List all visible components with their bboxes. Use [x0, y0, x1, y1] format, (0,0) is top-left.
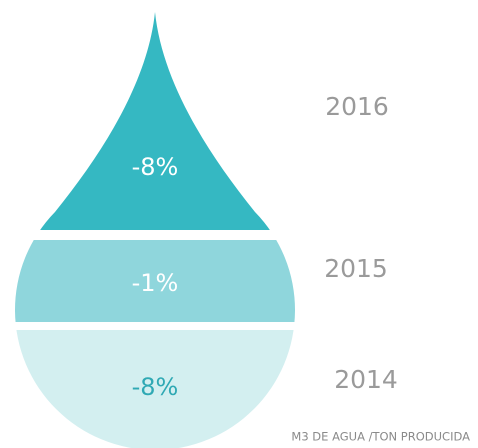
percent-label: -8%	[132, 373, 179, 401]
percent-label: -8%	[132, 153, 179, 181]
year-label: 2015	[324, 254, 388, 283]
band-2016	[14, 12, 295, 230]
year-label: 2016	[325, 92, 389, 121]
band-2015	[14, 240, 295, 322]
year-label: 2014	[334, 365, 398, 394]
percent-label: -1%	[132, 269, 179, 297]
footnote: M3 DE AGUA /TON PRODUCIDA	[291, 430, 470, 444]
